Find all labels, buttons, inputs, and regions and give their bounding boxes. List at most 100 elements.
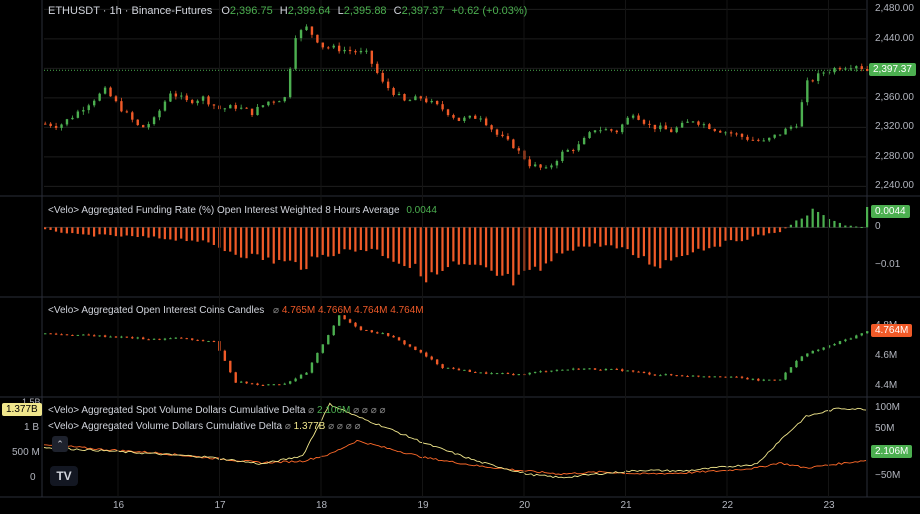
price-candle-body [593,130,597,133]
price-candle-body [800,102,804,127]
price-candle-body [675,127,678,133]
price-candle-body [789,126,793,129]
cvd-spot-icon: ⌀ [308,405,315,416]
oi-candle-body [659,375,662,377]
funding-bar [675,227,678,258]
funding-bar [103,227,107,235]
time-tick-label: 21 [620,500,632,511]
price-candle-body [844,68,847,70]
price-candle-body [332,45,335,48]
oi-candle-body [147,339,150,341]
price-candle-body [806,80,809,103]
funding-bar [337,227,341,254]
funding-bar [844,225,847,228]
price-candle-body [621,124,624,133]
price-candle-body [697,121,700,125]
price-candle-body [430,100,433,103]
oi-candle-body [223,350,227,361]
oi-candle-body [120,336,123,338]
oi-candle-body [207,341,210,343]
price-candle-body [141,125,145,128]
funding-bar [664,227,667,261]
time-tick-label: 16 [113,500,125,511]
funding-bar [392,227,395,262]
price-candle-body [354,51,357,53]
price-candle-body [267,101,270,106]
funding-bar [702,227,705,251]
cvd-right-tick-2: −50M [875,470,901,481]
funding-bar [691,227,695,253]
funding-bar [386,227,390,259]
oi-candle-body [675,375,678,377]
price-candle-body [822,72,825,74]
funding-bar [98,227,101,235]
oi-candle-body [642,371,646,373]
price-candle-body [719,130,722,133]
price-candle-body [441,104,444,110]
price-candle-body [114,96,118,102]
oi-open: 4.765M [281,305,316,316]
oi-candle-body [724,376,727,378]
price-candle-body [724,132,727,134]
collapse-chevron-icon[interactable]: ⌃ [52,436,68,452]
oi-candle-body [435,359,439,365]
price-candle-body [305,26,308,31]
funding-bar [92,227,96,237]
price-candle-body [408,100,412,102]
funding-bar [653,227,656,267]
price-candle-body [365,50,368,52]
oi-candle-body [190,338,194,340]
funding-bar [697,227,700,249]
cvd-spot-legend[interactable]: <Velo> Aggregated Spot Volume Dollars Cu… [48,405,386,416]
funding-bar [435,227,439,275]
oi-candle-body [610,368,613,370]
oi-candle-body [288,381,292,384]
price-candle-body [386,81,390,89]
funding-legend[interactable]: <Velo> Aggregated Funding Rate (%) Open … [48,205,437,216]
funding-bar [403,227,406,267]
funding-bar [430,227,433,273]
oi-candle-body [577,368,580,370]
tradingview-logo-icon[interactable]: TV [50,466,78,486]
price-candle-body [348,49,352,52]
price-candle-body [653,124,657,130]
funding-bar [180,227,183,239]
oi-candle-body [708,376,711,378]
funding-bar [642,227,646,257]
oi-candle-body [686,376,689,378]
funding-bar [305,227,308,270]
oi-candle-body [544,371,548,373]
price-candle-body [501,134,504,137]
funding-bar [414,227,417,264]
cvd-perp-legend[interactable]: <Velo> Aggregated Volume Dollars Cumulat… [48,421,361,432]
price-candle-body [250,108,254,116]
price-candle-body [740,133,744,137]
funding-bar [250,227,254,254]
funding-bar [719,227,722,247]
oi-ohlc-icon: ⌀ [273,305,280,316]
oi-candle-body [185,338,188,340]
funding-bar [294,227,297,263]
funding-bar [321,227,324,255]
cvd-perp-icon: ⌀ [284,421,291,432]
oi-candle-body [158,338,161,340]
oi-candle-body [386,333,390,336]
price-candle-body [604,129,608,131]
funding-bar [376,227,379,250]
funding-bar [267,227,270,258]
oi-candle-body [65,334,69,336]
funding-bar [229,227,232,252]
oi-legend[interactable]: <Velo> Aggregated Open Interest Coins Ca… [48,305,424,316]
price-candle-body [795,126,798,128]
cvd-perp-title: <Velo> Aggregated Volume Dollars Cumulat… [48,421,283,432]
price-candle-body [239,107,243,109]
funding-bar [806,215,809,228]
oi-candle-body [76,334,80,336]
funding-bar [680,227,684,257]
symbol-title[interactable]: ETHUSDT · 1h · Binance-Futures [48,5,213,17]
high-label: H [279,5,288,17]
oi-candle-body [604,368,608,371]
oi-candle-body [735,376,738,378]
funding-bar [811,208,814,228]
